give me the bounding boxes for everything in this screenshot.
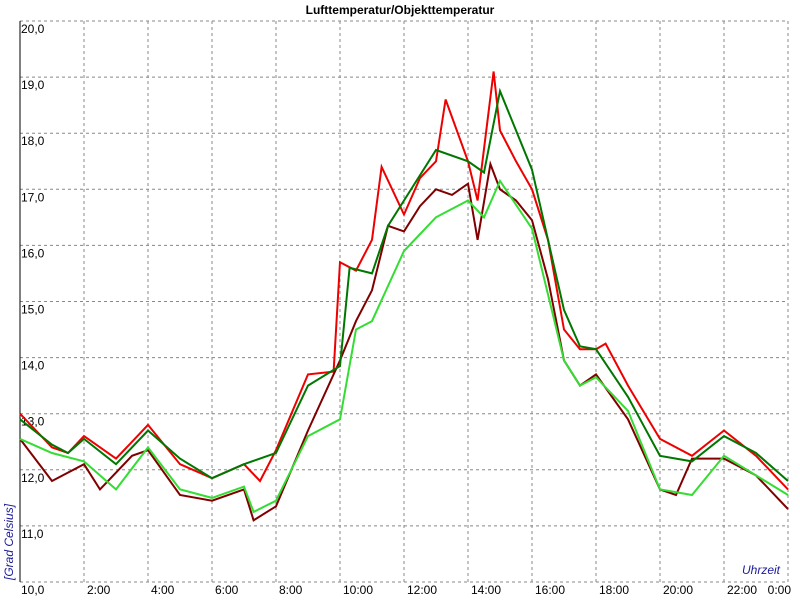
y-axis-label: [Grad Celsius] — [2, 503, 16, 581]
x-tick-label: 10:00 — [343, 583, 373, 597]
x-tick-label: 6:00 — [215, 583, 239, 597]
chart-title: Lufttemperatur/Objekttemperatur — [306, 3, 495, 17]
x-tick-label: 2:00 — [87, 583, 111, 597]
x-tick-label: 16:00 — [535, 583, 565, 597]
y-tick-label: 12,0 — [21, 471, 45, 485]
x-tick-label: 20:00 — [663, 583, 693, 597]
series-line — [19, 178, 789, 514]
y-tick-label: 20,0 — [21, 22, 45, 36]
y-tick-label: 11,0 — [21, 527, 44, 541]
y-tick-label: 14,0 — [21, 359, 45, 373]
x-axis-label: Uhrzeit — [742, 563, 781, 577]
x-tick-label: 0:00 — [768, 583, 792, 597]
y-tick-label: 19,0 — [21, 78, 45, 92]
y-tick-label: 16,0 — [21, 246, 45, 260]
x-tick-label: 4:00 — [151, 583, 175, 597]
series-line — [19, 71, 789, 491]
series-line — [19, 160, 789, 522]
series-line — [19, 87, 789, 482]
x-tick-label: 22:00 — [727, 583, 757, 597]
y-tick-label: 18,0 — [21, 134, 45, 148]
y-tick-label: 10,0 — [21, 583, 45, 597]
x-tick-label: 12:00 — [407, 583, 437, 597]
x-tick-label: 18:00 — [599, 583, 629, 597]
x-tick-label: 8:00 — [279, 583, 303, 597]
y-tick-label: 17,0 — [21, 190, 45, 204]
x-tick-label: 14:00 — [471, 583, 501, 597]
y-tick-label: 15,0 — [21, 303, 45, 317]
